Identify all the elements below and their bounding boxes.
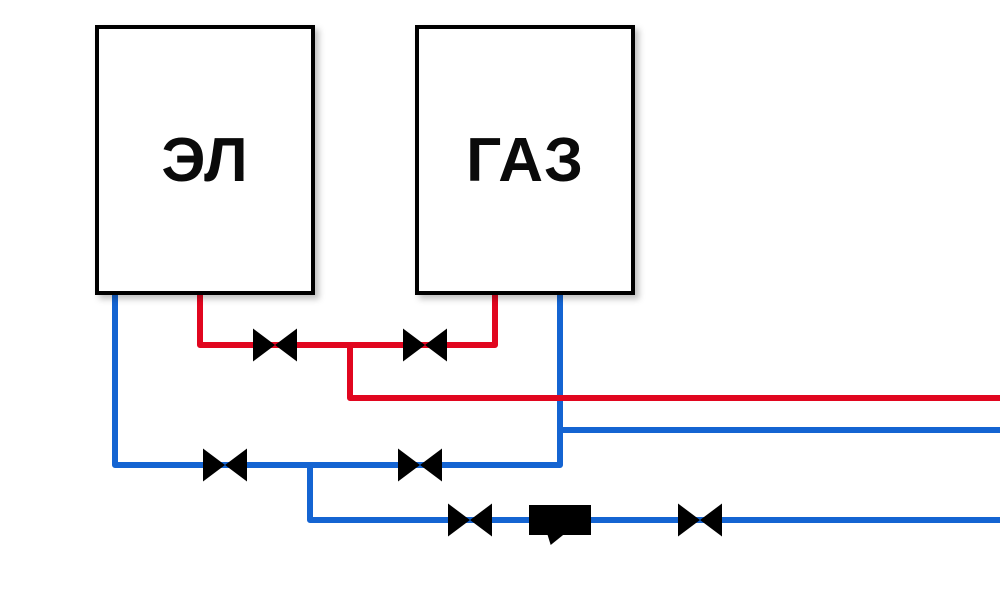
boiler-electric-label: ЭЛ bbox=[161, 125, 248, 196]
boiler-gas: ГАЗ bbox=[415, 25, 635, 295]
valve-icon bbox=[448, 504, 492, 537]
valve-icon bbox=[253, 329, 297, 362]
valve-icon bbox=[678, 504, 722, 537]
pump-icon bbox=[529, 505, 591, 545]
valve-icon bbox=[203, 449, 247, 482]
boiler-gas-label: ГАЗ bbox=[466, 125, 584, 196]
valve-icon bbox=[403, 329, 447, 362]
valve-icon bbox=[398, 449, 442, 482]
boiler-electric: ЭЛ bbox=[95, 25, 315, 295]
